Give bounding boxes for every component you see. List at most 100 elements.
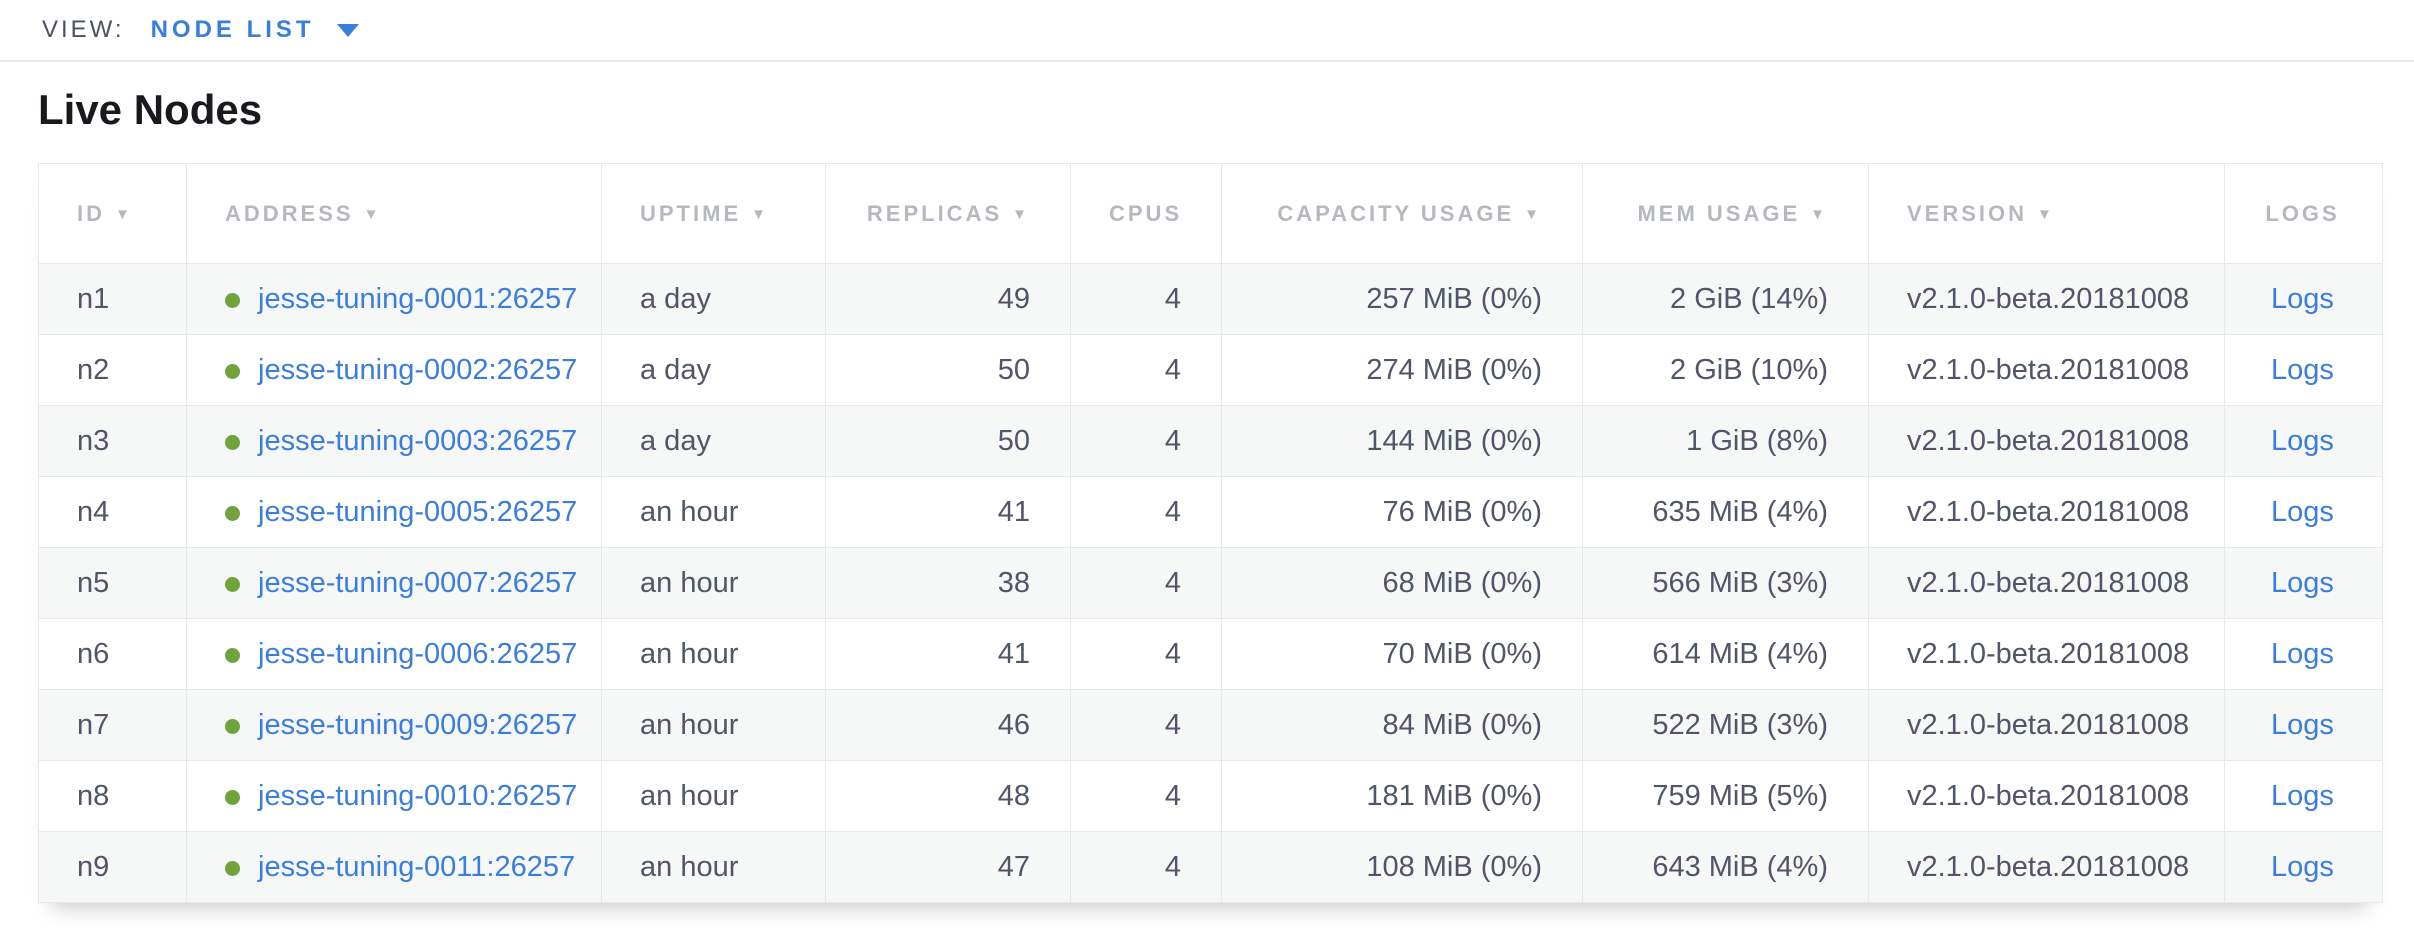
cell-capacity: 68 MiB (0%) bbox=[1221, 547, 1583, 619]
cell-version: v2.1.0-beta.20181008 bbox=[1868, 831, 2225, 903]
cell-cpus: 4 bbox=[1070, 760, 1222, 832]
cell-uptime: an hour bbox=[601, 760, 826, 832]
cell-uptime: an hour bbox=[601, 831, 826, 903]
cell-id: n8 bbox=[38, 760, 187, 832]
view-dropdown[interactable]: NODE LIST bbox=[151, 16, 359, 44]
cell-replicas: 47 bbox=[825, 831, 1071, 903]
cell-uptime: an hour bbox=[601, 547, 826, 619]
cell-replicas: 48 bbox=[825, 760, 1071, 832]
node-status-healthy-icon bbox=[225, 860, 240, 876]
cell-id: n5 bbox=[38, 547, 187, 619]
cell-cpus: 4 bbox=[1070, 405, 1222, 477]
cell-replicas: 49 bbox=[825, 263, 1071, 335]
column-header-label: CPUS bbox=[1109, 200, 1183, 226]
node-logs-link[interactable]: Logs bbox=[2271, 566, 2334, 599]
cell-version: v2.1.0-beta.20181008 bbox=[1868, 618, 2225, 690]
cell-replicas: 50 bbox=[825, 334, 1071, 406]
cell-version: v2.1.0-beta.20181008 bbox=[1868, 476, 2225, 548]
node-status-healthy-icon bbox=[225, 576, 240, 592]
node-logs-link[interactable]: Logs bbox=[2271, 353, 2334, 386]
node-address-link[interactable]: jesse-tuning-0011:26257 bbox=[258, 850, 576, 883]
cell-id: n1 bbox=[38, 263, 187, 335]
cell-version: v2.1.0-beta.20181008 bbox=[1868, 547, 2225, 619]
cell-replicas: 41 bbox=[825, 476, 1071, 548]
sort-desc-icon: ▼ bbox=[363, 205, 382, 223]
view-selected-value: NODE LIST bbox=[150, 16, 315, 43]
cell-mem: 522 MiB (3%) bbox=[1582, 689, 1869, 761]
node-address-link[interactable]: jesse-tuning-0009:26257 bbox=[258, 708, 578, 741]
cell-uptime: a day bbox=[601, 405, 826, 477]
node-address-link[interactable]: jesse-tuning-0006:26257 bbox=[258, 637, 578, 670]
cell-address: jesse-tuning-0005:26257 bbox=[186, 476, 602, 548]
column-header-capacity[interactable]: CAPACITY USAGE ▼ bbox=[1221, 163, 1583, 264]
node-address-link[interactable]: jesse-tuning-0007:26257 bbox=[258, 566, 578, 599]
cell-cpus: 4 bbox=[1070, 334, 1222, 406]
cell-version: v2.1.0-beta.20181008 bbox=[1868, 760, 2225, 832]
column-header-label: ADDRESS bbox=[225, 200, 354, 226]
cell-capacity: 274 MiB (0%) bbox=[1221, 334, 1583, 406]
node-address-link[interactable]: jesse-tuning-0005:26257 bbox=[258, 495, 578, 528]
node-address-link[interactable]: jesse-tuning-0001:26257 bbox=[258, 282, 578, 315]
cell-capacity: 84 MiB (0%) bbox=[1221, 689, 1583, 761]
cell-logs: Logs bbox=[2224, 263, 2383, 335]
node-logs-link[interactable]: Logs bbox=[2271, 637, 2334, 670]
cell-capacity: 70 MiB (0%) bbox=[1221, 618, 1583, 690]
cell-address: jesse-tuning-0007:26257 bbox=[186, 547, 602, 619]
node-logs-link[interactable]: Logs bbox=[2271, 282, 2334, 315]
column-header-mem[interactable]: MEM USAGE ▼ bbox=[1582, 163, 1869, 264]
node-status-healthy-icon bbox=[225, 363, 240, 379]
column-header-label: MEM USAGE bbox=[1637, 200, 1801, 226]
cell-version: v2.1.0-beta.20181008 bbox=[1868, 689, 2225, 761]
view-label: VIEW: bbox=[42, 16, 125, 43]
cell-mem: 566 MiB (3%) bbox=[1582, 547, 1869, 619]
sort-desc-icon: ▼ bbox=[1524, 205, 1542, 223]
cell-mem: 1 GiB (8%) bbox=[1582, 405, 1869, 477]
node-status-healthy-icon bbox=[225, 647, 240, 663]
cell-replicas: 50 bbox=[825, 405, 1071, 477]
column-header-address[interactable]: ADDRESS ▼ bbox=[186, 163, 602, 264]
cell-capacity: 76 MiB (0%) bbox=[1221, 476, 1583, 548]
node-status-healthy-icon bbox=[225, 505, 240, 521]
node-logs-link[interactable]: Logs bbox=[2271, 424, 2334, 457]
column-header-version[interactable]: VERSION ▼ bbox=[1868, 163, 2225, 264]
column-header-label: VERSION bbox=[1907, 200, 2028, 226]
cell-address: jesse-tuning-0010:26257 bbox=[186, 760, 602, 832]
node-status-healthy-icon bbox=[225, 718, 240, 734]
page-title: Live Nodes bbox=[38, 86, 263, 133]
node-logs-link[interactable]: Logs bbox=[2271, 495, 2334, 528]
cell-uptime: a day bbox=[601, 334, 826, 406]
node-status-healthy-icon bbox=[225, 292, 240, 308]
cell-id: n7 bbox=[38, 689, 187, 761]
cell-id: n2 bbox=[38, 334, 187, 406]
node-logs-link[interactable]: Logs bbox=[2271, 850, 2334, 883]
node-logs-link[interactable]: Logs bbox=[2271, 779, 2334, 812]
cell-mem: 2 GiB (10%) bbox=[1582, 334, 1869, 406]
node-address-link[interactable]: jesse-tuning-0002:26257 bbox=[258, 353, 578, 386]
node-address-link[interactable]: jesse-tuning-0003:26257 bbox=[258, 424, 578, 457]
cell-logs: Logs bbox=[2224, 405, 2383, 477]
node-address-link[interactable]: jesse-tuning-0010:26257 bbox=[258, 779, 578, 812]
node-row-n3: n3 jesse-tuning-0003:26257 a day 50 4 144 MiB… bbox=[38, 405, 2383, 477]
cell-version: v2.1.0-beta.20181008 bbox=[1868, 405, 2225, 477]
cell-mem: 635 MiB (4%) bbox=[1582, 476, 1869, 548]
table-header-row: ID ▼ ADDRESS ▼ UPTIME ▼ REPLICAS ▼ CPUS CAPACITY … bbox=[38, 163, 2383, 264]
cell-replicas: 38 bbox=[825, 547, 1071, 619]
cell-capacity: 108 MiB (0%) bbox=[1221, 831, 1583, 903]
cell-address: jesse-tuning-0002:26257 bbox=[186, 334, 602, 406]
cell-replicas: 41 bbox=[825, 618, 1071, 690]
column-header-logs: LOGS bbox=[2224, 163, 2383, 264]
column-header-uptime[interactable]: UPTIME ▼ bbox=[601, 163, 826, 264]
column-header-replicas[interactable]: REPLICAS ▼ bbox=[825, 163, 1071, 264]
column-header-label: LOGS bbox=[2265, 200, 2340, 226]
cell-logs: Logs bbox=[2224, 760, 2383, 832]
column-header-id[interactable]: ID ▼ bbox=[38, 163, 187, 264]
node-row-n6: n6 jesse-tuning-0006:26257 an hour 41 4 70 Mi… bbox=[38, 618, 2383, 690]
node-logs-link[interactable]: Logs bbox=[2271, 708, 2334, 741]
column-header-label: UPTIME bbox=[640, 200, 742, 226]
cell-logs: Logs bbox=[2224, 547, 2383, 619]
node-status-healthy-icon bbox=[225, 789, 240, 805]
cell-id: n4 bbox=[38, 476, 187, 548]
cell-capacity: 181 MiB (0%) bbox=[1221, 760, 1583, 832]
cell-cpus: 4 bbox=[1070, 476, 1222, 548]
node-row-n8: n8 jesse-tuning-0010:26257 an hour 48 4 181 M… bbox=[38, 760, 2383, 832]
